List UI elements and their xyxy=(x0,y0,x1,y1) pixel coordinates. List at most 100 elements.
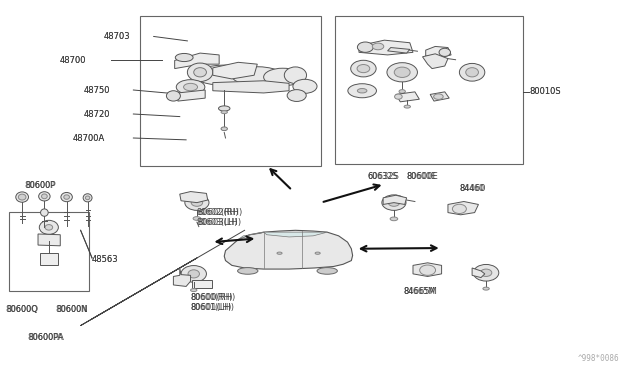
Ellipse shape xyxy=(404,105,410,108)
Polygon shape xyxy=(359,40,413,55)
Polygon shape xyxy=(413,263,442,276)
Ellipse shape xyxy=(317,267,337,274)
Text: 48703: 48703 xyxy=(104,32,130,41)
Text: 80010S: 80010S xyxy=(529,87,561,96)
Text: 84665M: 84665M xyxy=(403,287,435,296)
Ellipse shape xyxy=(481,269,492,276)
Ellipse shape xyxy=(191,199,203,206)
Polygon shape xyxy=(212,62,257,79)
Ellipse shape xyxy=(439,48,451,57)
Text: ^998*0086: ^998*0086 xyxy=(578,354,620,363)
Polygon shape xyxy=(383,195,406,205)
Ellipse shape xyxy=(237,267,258,274)
Ellipse shape xyxy=(399,90,405,93)
Polygon shape xyxy=(396,92,419,102)
Text: 80600E: 80600E xyxy=(406,171,436,180)
Ellipse shape xyxy=(452,204,467,214)
Ellipse shape xyxy=(434,94,443,99)
Ellipse shape xyxy=(181,266,207,282)
Ellipse shape xyxy=(466,68,479,77)
Ellipse shape xyxy=(460,63,485,81)
Ellipse shape xyxy=(387,62,417,82)
Text: 48563: 48563 xyxy=(92,255,118,264)
Ellipse shape xyxy=(42,194,47,199)
Bar xyxy=(335,16,523,164)
Text: 80600PA: 80600PA xyxy=(29,333,63,342)
Ellipse shape xyxy=(357,64,370,73)
Ellipse shape xyxy=(19,194,26,200)
Ellipse shape xyxy=(64,195,70,199)
Ellipse shape xyxy=(390,217,397,221)
Ellipse shape xyxy=(176,80,205,94)
Text: 48700: 48700 xyxy=(59,56,86,65)
Ellipse shape xyxy=(382,195,406,211)
Ellipse shape xyxy=(394,67,410,77)
Text: 80600PA: 80600PA xyxy=(28,333,65,342)
Polygon shape xyxy=(224,230,353,269)
Ellipse shape xyxy=(61,192,72,202)
Polygon shape xyxy=(178,90,205,101)
Polygon shape xyxy=(430,92,449,101)
Text: 48750: 48750 xyxy=(83,86,110,94)
Ellipse shape xyxy=(420,265,436,275)
Text: 84460: 84460 xyxy=(460,184,484,193)
Ellipse shape xyxy=(188,63,212,81)
Text: 60632S: 60632S xyxy=(368,171,398,180)
Ellipse shape xyxy=(357,42,373,52)
Ellipse shape xyxy=(38,192,50,201)
Ellipse shape xyxy=(388,199,399,206)
Text: 48700A: 48700A xyxy=(72,134,105,142)
Text: 80601(LH): 80601(LH) xyxy=(191,303,232,312)
Ellipse shape xyxy=(193,217,201,220)
Ellipse shape xyxy=(188,270,200,278)
Ellipse shape xyxy=(221,127,227,131)
Text: 80600(RH): 80600(RH) xyxy=(191,293,233,302)
Polygon shape xyxy=(38,234,60,246)
Ellipse shape xyxy=(45,225,52,230)
Ellipse shape xyxy=(284,67,307,84)
Polygon shape xyxy=(238,232,264,240)
Text: 80601(LH): 80601(LH) xyxy=(191,303,234,312)
Text: 80600P: 80600P xyxy=(25,182,55,190)
Bar xyxy=(10,212,89,291)
Polygon shape xyxy=(264,232,327,237)
Ellipse shape xyxy=(357,89,367,93)
Text: 80600Q: 80600Q xyxy=(6,305,38,314)
Ellipse shape xyxy=(166,91,180,101)
Text: 80600N: 80600N xyxy=(56,305,87,314)
Ellipse shape xyxy=(351,60,376,77)
Text: 80600E: 80600E xyxy=(406,171,438,180)
Ellipse shape xyxy=(184,83,198,91)
Polygon shape xyxy=(212,81,289,93)
Ellipse shape xyxy=(372,43,384,50)
Ellipse shape xyxy=(194,68,207,77)
Ellipse shape xyxy=(175,54,193,62)
Polygon shape xyxy=(448,202,479,215)
Ellipse shape xyxy=(264,68,302,86)
Text: 80603(LH): 80603(LH) xyxy=(197,218,238,227)
Polygon shape xyxy=(472,268,485,278)
Text: 80010S: 80010S xyxy=(529,87,561,96)
Ellipse shape xyxy=(277,252,282,254)
Ellipse shape xyxy=(232,67,283,85)
Ellipse shape xyxy=(348,84,376,98)
Text: 48700A: 48700A xyxy=(72,134,105,142)
Polygon shape xyxy=(175,53,219,68)
Bar xyxy=(140,16,321,166)
Ellipse shape xyxy=(474,264,499,281)
Ellipse shape xyxy=(85,196,90,200)
Ellipse shape xyxy=(83,194,92,202)
Ellipse shape xyxy=(191,289,197,292)
Ellipse shape xyxy=(395,94,402,99)
Ellipse shape xyxy=(221,111,227,113)
Text: 80603(LH): 80603(LH) xyxy=(197,218,241,227)
Text: 60632S: 60632S xyxy=(368,171,400,180)
Text: 48703: 48703 xyxy=(104,32,130,41)
Ellipse shape xyxy=(293,79,317,93)
Text: 80600(RH): 80600(RH) xyxy=(191,293,236,302)
Ellipse shape xyxy=(287,90,306,102)
Text: 80600N: 80600N xyxy=(55,305,88,314)
Ellipse shape xyxy=(40,209,48,216)
Polygon shape xyxy=(40,253,58,265)
Ellipse shape xyxy=(483,287,489,290)
